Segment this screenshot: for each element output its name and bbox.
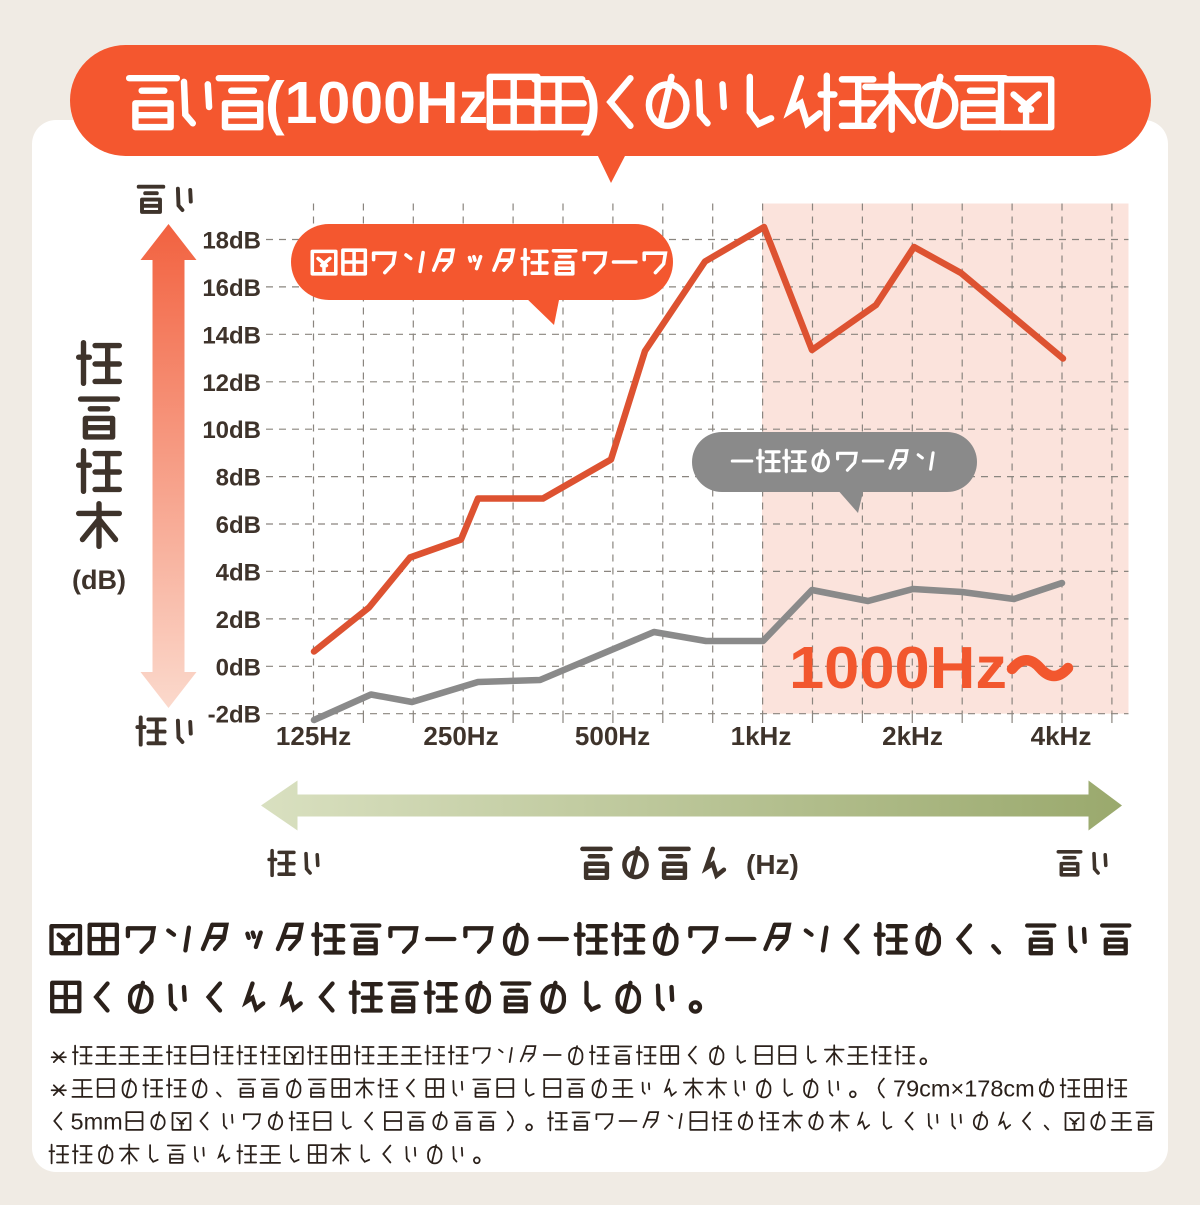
svg-text:(dB): (dB) [72, 565, 126, 595]
svg-text:): ) [581, 70, 601, 136]
svg-text:250Hz: 250Hz [423, 721, 498, 751]
svg-text:1000Hz: 1000Hz [789, 635, 1007, 701]
svg-text:8dB: 8dB [216, 465, 261, 492]
svg-text:14dB: 14dB [202, 322, 261, 349]
svg-text:1kHz: 1kHz [731, 721, 792, 751]
svg-text:16dB: 16dB [202, 275, 261, 302]
svg-text:18dB: 18dB [202, 228, 261, 255]
svg-text:4dB: 4dB [216, 559, 261, 586]
svg-text:5mm: 5mm [71, 1108, 123, 1134]
svg-text:-2dB: -2dB [208, 702, 261, 729]
svg-text:2dB: 2dB [216, 607, 261, 634]
svg-text:500Hz: 500Hz [575, 721, 650, 751]
svg-text:12dB: 12dB [202, 370, 261, 397]
svg-text:(Hz): (Hz) [746, 849, 799, 880]
svg-text:6dB: 6dB [216, 512, 261, 539]
svg-text:2kHz: 2kHz [882, 721, 943, 751]
svg-text:(1000Hz: (1000Hz [265, 70, 488, 136]
svg-text:4kHz: 4kHz [1031, 721, 1092, 751]
svg-text:0dB: 0dB [216, 654, 261, 681]
svg-text:125Hz: 125Hz [276, 721, 351, 751]
svg-text:10dB: 10dB [202, 417, 261, 444]
svg-text:79cm×178cm: 79cm×178cm [893, 1075, 1035, 1101]
